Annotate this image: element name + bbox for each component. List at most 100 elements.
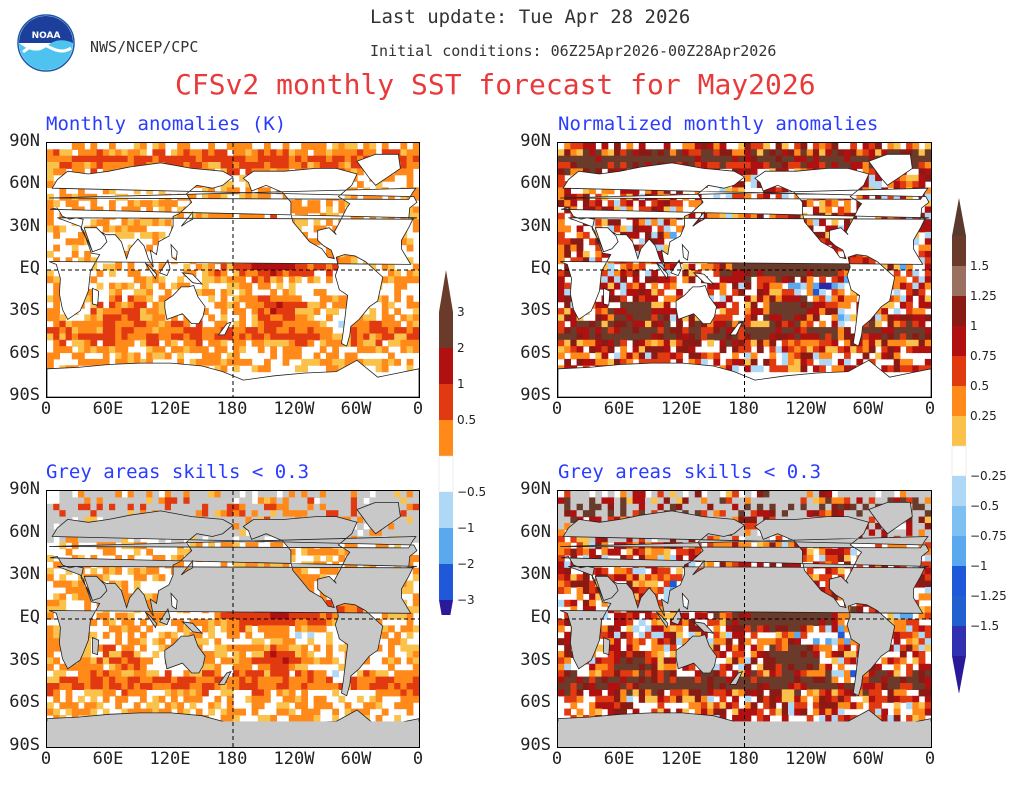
colorbar-bottom-arrow xyxy=(952,656,966,694)
sst-map xyxy=(558,491,931,747)
noaa-logo: NOAA xyxy=(17,14,75,72)
lat-tick-label: 30S xyxy=(9,300,40,321)
colorbar-tick-label: 0.75 xyxy=(970,349,997,363)
lat-tick-label: 90S xyxy=(9,735,40,755)
lon-tick-label: 0 xyxy=(412,749,424,769)
colorbar-tick-label: −2 xyxy=(457,557,475,571)
lat-tick-label: 90S xyxy=(520,735,551,755)
lat-tick-label: 60S xyxy=(520,692,551,713)
lat-tick-label: 60N xyxy=(9,173,40,194)
lon-tick-label: 60W xyxy=(852,749,884,769)
sst-map xyxy=(47,491,419,747)
colorbar-tick-label: −0.25 xyxy=(970,469,1007,483)
colorbar-tick-label: 3 xyxy=(457,305,465,319)
colorbar-anomalies xyxy=(435,270,485,640)
sst-map xyxy=(558,143,931,397)
lon-tick-label: 120E xyxy=(660,749,702,769)
lat-tick-label: 60S xyxy=(9,342,40,363)
lon-tick-label: 0 xyxy=(40,749,52,769)
lat-tick-label: EQ xyxy=(530,607,551,627)
panel-title-anomalies: Monthly anomalies (K) xyxy=(46,113,287,135)
lon-tick-label: 60W xyxy=(340,749,372,769)
agency-label: NWS/NCEP/CPC xyxy=(90,38,199,56)
lat-tick-label: 30S xyxy=(520,300,551,321)
land-mask xyxy=(558,153,931,397)
lon-tick-label: 120W xyxy=(785,399,827,419)
colorbar-tick-label: −1.25 xyxy=(970,589,1007,603)
lat-tick-label: 60N xyxy=(520,521,551,542)
lon-tick-label: 0 xyxy=(412,399,424,419)
lat-tick-label: 60N xyxy=(9,521,40,542)
lat-tick-label: EQ xyxy=(19,607,40,627)
lon-tick-label: 0 xyxy=(924,399,936,419)
lon-tick-label: 120E xyxy=(149,399,191,419)
lon-tick-label: 0 xyxy=(551,749,563,769)
lon-tick-label: 180 xyxy=(216,749,248,769)
colorbar-tick-label: −0.75 xyxy=(970,529,1007,543)
lat-tick-label: 90S xyxy=(9,385,40,405)
lon-tick-label: 60E xyxy=(92,399,124,419)
colorbar-tick-label: −3 xyxy=(457,593,475,607)
lon-tick-label: 60E xyxy=(603,399,635,419)
colorbar-tick-label: −1 xyxy=(970,559,988,573)
lon-tick-label: 60W xyxy=(340,399,372,419)
colorbar-tick-label: 1 xyxy=(970,319,978,333)
colorbar-tick-label: 0.25 xyxy=(970,409,997,423)
lat-tick-label: EQ xyxy=(19,258,40,278)
colorbar-tick-label: 1.25 xyxy=(970,289,997,303)
sst-map xyxy=(47,143,419,397)
colorbar-tick-label: −1 xyxy=(457,521,475,535)
colorbar-bottom-arrow xyxy=(439,600,453,640)
colorbar-top-arrow xyxy=(952,198,966,236)
land-mask xyxy=(47,153,419,397)
lon-tick-label: 60E xyxy=(92,749,124,769)
lon-tick-label: 180 xyxy=(728,399,759,419)
lon-tick-label: 120W xyxy=(273,399,315,419)
lon-tick-label: 60W xyxy=(852,399,884,419)
map-panel-skill-normalized xyxy=(557,490,932,748)
lat-tick-label: 30N xyxy=(520,215,551,236)
lon-tick-label: 120E xyxy=(149,749,191,769)
last-update-label: Last update: Tue Apr 28 2026 xyxy=(370,6,691,28)
lat-tick-label: 90N xyxy=(520,131,551,151)
map-panel-anomalies xyxy=(46,142,420,398)
map-panel-skill-anomalies xyxy=(46,490,420,748)
lon-tick-label: 180 xyxy=(728,749,759,769)
colorbar-tick-label: −0.5 xyxy=(457,485,487,499)
panel-title-skill-normalized: Grey areas skills < 0.3 xyxy=(558,461,822,483)
lat-tick-label: EQ xyxy=(530,258,551,278)
colorbar-top-arrow xyxy=(439,270,453,312)
panel-title-normalized: Normalized monthly anomalies xyxy=(558,113,879,135)
colorbar-tick-label: 1.5 xyxy=(970,259,990,273)
colorbar-tick-label: 2 xyxy=(457,341,465,355)
colorbar-tick-label: −1.5 xyxy=(970,619,1000,633)
lat-tick-label: 30N xyxy=(9,215,40,236)
logo-text: NOAA xyxy=(32,31,61,41)
colorbar-normalized xyxy=(948,198,1018,694)
lat-tick-label: 30N xyxy=(520,564,551,585)
lon-tick-label: 0 xyxy=(924,749,936,769)
main-title: CFSv2 monthly SST forecast for May2026 xyxy=(175,68,816,101)
lon-tick-label: 180 xyxy=(216,399,248,419)
lat-tick-label: 30S xyxy=(9,649,40,670)
colorbar-tick-label: 0.5 xyxy=(970,379,990,393)
lat-tick-label: 90S xyxy=(520,385,551,405)
lat-tick-label: 90N xyxy=(9,479,40,499)
lon-tick-label: 120W xyxy=(273,749,315,769)
lon-tick-label: 0 xyxy=(40,399,52,419)
panel-title-skill-anomalies: Grey areas skills < 0.3 xyxy=(46,461,310,483)
lon-tick-label: 120E xyxy=(660,399,702,419)
colorbar-tick-label: 0.5 xyxy=(457,413,477,427)
lat-tick-label: 90N xyxy=(520,479,551,499)
lat-tick-label: 30N xyxy=(9,564,40,585)
lat-tick-label: 60N xyxy=(520,173,551,194)
map-panel-normalized xyxy=(557,142,932,398)
lon-tick-label: 60E xyxy=(603,749,635,769)
colorbar-tick-label: 1 xyxy=(457,377,465,391)
lon-tick-label: 120W xyxy=(785,749,827,769)
initial-conditions-label: Initial conditions: 06Z25Apr2026-00Z28Ap… xyxy=(370,42,777,60)
lat-tick-label: 60S xyxy=(9,692,40,713)
lat-tick-label: 60S xyxy=(520,342,551,363)
lon-tick-label: 0 xyxy=(551,399,563,419)
lat-tick-label: 30S xyxy=(520,649,551,670)
